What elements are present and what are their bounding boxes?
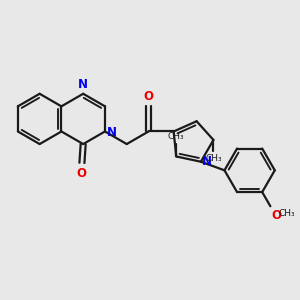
Text: CH₃: CH₃ xyxy=(278,209,295,218)
Text: N: N xyxy=(202,155,212,168)
Text: CH₃: CH₃ xyxy=(205,154,222,163)
Text: N: N xyxy=(78,78,88,91)
Text: N: N xyxy=(107,126,117,139)
Text: CH₃: CH₃ xyxy=(168,132,184,141)
Text: O: O xyxy=(143,90,154,103)
Text: O: O xyxy=(272,209,282,222)
Text: O: O xyxy=(76,167,86,180)
